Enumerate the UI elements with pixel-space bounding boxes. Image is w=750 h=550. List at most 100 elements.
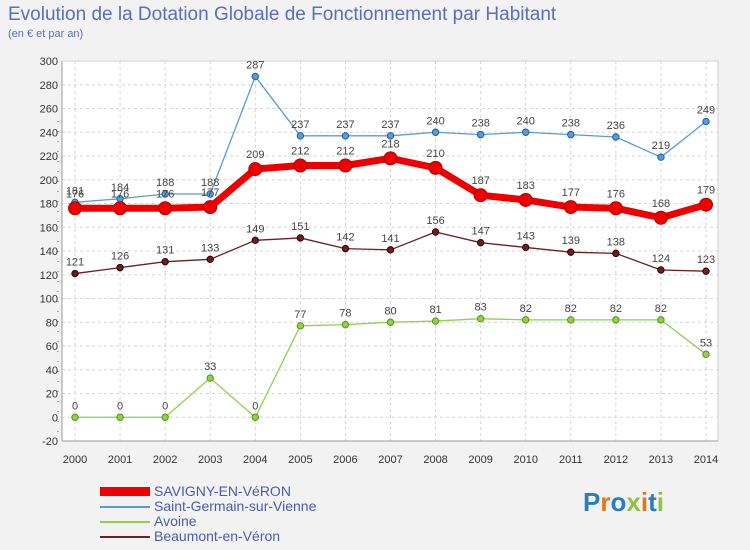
- data-point: [567, 130, 575, 139]
- chart-subtitle: (en € et par an): [8, 28, 84, 40]
- data-label: 176: [66, 188, 84, 200]
- data-label: 212: [336, 146, 354, 158]
- data-label: 238: [562, 118, 580, 130]
- data-label: 0: [117, 400, 123, 412]
- x-tick-label: 2000: [63, 454, 87, 466]
- data-point: [68, 201, 82, 216]
- data-label: 176: [111, 188, 129, 200]
- data-label: 53: [700, 337, 712, 349]
- data-point: [431, 317, 440, 325]
- legend-label: Avoine: [154, 513, 197, 529]
- y-tick-label: 120: [40, 270, 58, 282]
- legend-swatch: [100, 536, 150, 538]
- data-point: [296, 132, 305, 140]
- y-tick-label: 20: [46, 389, 58, 401]
- logo-letter: x: [626, 487, 641, 517]
- data-point: [702, 117, 710, 126]
- data-label: 218: [381, 138, 399, 150]
- data-point: [567, 248, 575, 256]
- data-point: [563, 200, 578, 215]
- data-point: [341, 244, 350, 253]
- x-tick-label: 2014: [694, 454, 718, 466]
- legend-label: SAVIGNY-EN-VéRON: [154, 483, 291, 499]
- data-label: 81: [429, 304, 441, 316]
- data-point: [431, 228, 440, 236]
- data-label: 80: [384, 305, 396, 317]
- x-tick-label: 2007: [378, 454, 402, 466]
- data-label: 143: [517, 230, 535, 242]
- data-label: 33: [204, 361, 216, 373]
- x-tick-label: 2008: [423, 454, 447, 466]
- data-label: 209: [246, 149, 264, 161]
- y-tick-label: 300: [40, 56, 58, 68]
- data-point: [386, 318, 395, 326]
- data-point: [341, 132, 350, 140]
- data-label: 149: [246, 223, 264, 235]
- data-point: [113, 201, 128, 216]
- data-point: [206, 374, 214, 382]
- data-label: 77: [294, 309, 306, 321]
- data-label: 187: [471, 175, 489, 187]
- data-point: [206, 255, 214, 264]
- data-label: 123: [697, 254, 715, 266]
- data-point: [567, 316, 575, 324]
- data-label: 141: [381, 233, 399, 245]
- legend-label: Beaumont-en-Véron: [154, 528, 281, 544]
- data-label: 188: [201, 177, 219, 189]
- data-label: 238: [471, 118, 489, 130]
- data-point: [161, 413, 169, 421]
- data-label: 249: [697, 105, 715, 117]
- data-label: 133: [201, 242, 219, 254]
- data-label: 82: [610, 303, 622, 315]
- data-point: [522, 128, 530, 136]
- x-tick-label: 2002: [153, 454, 177, 466]
- data-point: [473, 188, 488, 203]
- data-point: [428, 160, 443, 175]
- x-tick-label: 2011: [559, 454, 583, 466]
- data-point: [71, 413, 79, 421]
- data-point: [431, 128, 440, 136]
- legend-label: Saint-Germain-sur-Vienne: [154, 498, 317, 514]
- data-point: [699, 197, 713, 212]
- data-point: [657, 153, 665, 161]
- data-label: 176: [607, 188, 625, 200]
- y-tick-label: 260: [40, 104, 58, 116]
- data-point: [476, 238, 485, 247]
- data-label: 176: [156, 188, 174, 200]
- data-label: 237: [291, 119, 309, 131]
- data-label: 168: [652, 198, 670, 210]
- data-point: [116, 413, 124, 421]
- data-label: 124: [652, 253, 670, 265]
- x-tick-label: 2005: [288, 454, 312, 466]
- y-tick-label: 280: [40, 80, 58, 92]
- data-label: 82: [520, 303, 532, 315]
- data-label: 142: [336, 232, 354, 244]
- data-point: [386, 132, 395, 140]
- y-tick-label: 240: [40, 127, 58, 139]
- y-tick-label: 0: [52, 412, 58, 424]
- data-label: 183: [517, 180, 535, 192]
- data-point: [71, 269, 79, 278]
- data-point: [522, 243, 530, 252]
- legend-swatch: [100, 521, 150, 523]
- data-point: [158, 201, 173, 216]
- data-point: [657, 316, 665, 324]
- data-label: 237: [381, 119, 399, 131]
- data-label: 78: [339, 308, 351, 320]
- data-point: [206, 190, 214, 198]
- data-label: 240: [426, 115, 444, 127]
- data-label: 151: [291, 221, 309, 233]
- data-label: 0: [252, 400, 258, 412]
- legend-swatch: [100, 506, 150, 508]
- data-label: 287: [246, 59, 264, 71]
- data-label: 156: [426, 215, 444, 227]
- data-label: 147: [471, 226, 489, 238]
- y-tick-label: 80: [46, 317, 58, 329]
- x-tick-label: 2006: [333, 454, 357, 466]
- logo-letter: o: [610, 487, 627, 517]
- data-label: 210: [426, 148, 444, 160]
- data-point: [161, 190, 169, 198]
- data-label: 179: [697, 185, 715, 197]
